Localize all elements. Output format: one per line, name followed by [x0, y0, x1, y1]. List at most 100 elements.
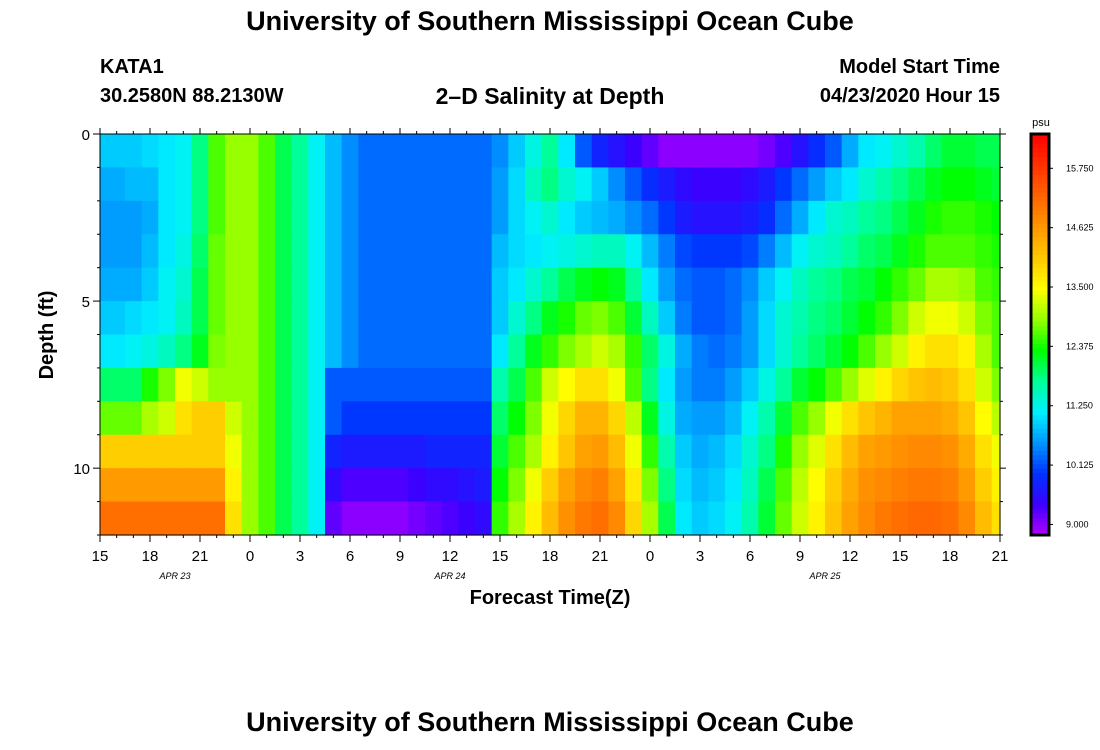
heatmap-cell: [508, 434, 526, 469]
heatmap-cell: [408, 200, 426, 235]
colorbar-segment: [1031, 156, 1049, 162]
heatmap-cell: [308, 334, 326, 369]
heatmap-cell: [558, 134, 576, 169]
heatmap-cell: [241, 301, 259, 336]
heatmap-cell: [591, 334, 609, 369]
heatmap-cell: [375, 167, 393, 202]
heatmap-cell: [775, 134, 793, 169]
heatmap-cell: [475, 468, 493, 503]
colorbar-segment: [1031, 227, 1049, 233]
heatmap-cell: [458, 434, 476, 469]
heatmap-cell: [641, 167, 659, 202]
heatmap-cell: [941, 434, 959, 469]
heatmap-cell: [425, 234, 443, 269]
heatmap-cell: [158, 367, 176, 402]
heatmap-cell: [941, 200, 959, 235]
heatmap-cell: [475, 334, 493, 369]
heatmap-cell: [508, 267, 526, 302]
heatmap-cell: [508, 401, 526, 436]
colorbar-segment: [1031, 521, 1049, 527]
colorbar-segment: [1031, 294, 1049, 300]
heatmap-cell: [458, 134, 476, 169]
heatmap-cell: [100, 234, 109, 269]
heatmap-cell: [191, 334, 209, 369]
heatmap-cell: [941, 468, 959, 503]
heatmap-cell: [141, 367, 159, 402]
heatmap-cell: [641, 367, 659, 402]
heatmap-cell: [991, 234, 1001, 269]
heatmap-cell: [741, 334, 759, 369]
heatmap-cell: [691, 334, 709, 369]
heatmap-cell: [208, 134, 226, 169]
heatmap-cell: [891, 468, 909, 503]
heatmap-cell: [675, 501, 693, 536]
heatmap-cell: [591, 167, 609, 202]
footer-title: University of Southern Mississippi Ocean…: [246, 707, 854, 737]
colorbar-segment: [1031, 160, 1049, 166]
heatmap-cell: [375, 434, 393, 469]
colorbar-segment: [1031, 370, 1049, 376]
heatmap-cell: [908, 267, 926, 302]
heatmap-cell: [741, 434, 759, 469]
heatmap-cell: [558, 167, 576, 202]
heatmap-cell: [641, 134, 659, 169]
heatmap-cell: [708, 334, 726, 369]
heatmap-cell: [741, 234, 759, 269]
colorbar-segment: [1031, 499, 1049, 505]
heatmap-cell: [241, 167, 259, 202]
heatmap-cell: [158, 234, 176, 269]
heatmap-cell: [608, 401, 626, 436]
colorbar-segment: [1031, 396, 1049, 402]
heatmap-cell: [791, 267, 809, 302]
y-axis-label: Depth (ft): [36, 291, 58, 380]
heatmap-cell: [208, 234, 226, 269]
heatmap-cell: [925, 301, 943, 336]
heatmap-cell: [875, 468, 893, 503]
colorbar-segment: [1031, 214, 1049, 220]
colorbar-segment: [1031, 361, 1049, 367]
heatmap-cell: [658, 501, 676, 536]
colorbar-segment: [1031, 325, 1049, 331]
heatmap-cell: [125, 401, 143, 436]
heatmap-cell: [308, 200, 326, 235]
x-tick-label: 9: [796, 548, 804, 565]
heatmap-cell: [941, 501, 959, 536]
heatmap-cell: [658, 401, 676, 436]
colorbar-segment: [1031, 142, 1049, 148]
heatmap-cell: [725, 134, 743, 169]
heatmap-cell: [475, 200, 493, 235]
x-tick-label: 0: [246, 548, 254, 565]
heatmap-cell: [825, 367, 843, 402]
heatmap-cell: [991, 134, 1001, 169]
heatmap-cell: [608, 501, 626, 536]
heatmap-cell: [825, 267, 843, 302]
colorbar-segment: [1031, 312, 1049, 318]
heatmap-cell: [825, 134, 843, 169]
colorbar-frame: [1029, 132, 1051, 537]
heatmap-cell: [541, 434, 559, 469]
heatmap-cell: [575, 468, 593, 503]
heatmap-cell: [758, 167, 776, 202]
colorbar-unit-label: psu: [1032, 117, 1050, 129]
heatmap-cell: [491, 134, 509, 169]
colorbar-segment: [1031, 512, 1049, 518]
x-axis-label: Forecast Time(Z): [470, 587, 631, 609]
heatmap-cell: [441, 367, 459, 402]
heatmap-cell: [775, 234, 793, 269]
heatmap-cell: [808, 401, 826, 436]
heatmap-cell: [358, 401, 376, 436]
heatmap-cell: [275, 501, 293, 536]
heatmap-cell: [875, 334, 893, 369]
heatmap-cell: [725, 334, 743, 369]
colorbar-segment: [1031, 258, 1049, 264]
heatmap-cell: [325, 468, 343, 503]
heatmap-cells: [100, 134, 1001, 536]
heatmap-cell: [591, 234, 609, 269]
heatmap-cell: [508, 200, 526, 235]
heatmap-cell: [791, 468, 809, 503]
heatmap-cell: [241, 401, 259, 436]
heatmap-cell: [725, 401, 743, 436]
heatmap-cell: [925, 134, 943, 169]
heatmap-cell: [441, 434, 459, 469]
heatmap-cell: [441, 301, 459, 336]
